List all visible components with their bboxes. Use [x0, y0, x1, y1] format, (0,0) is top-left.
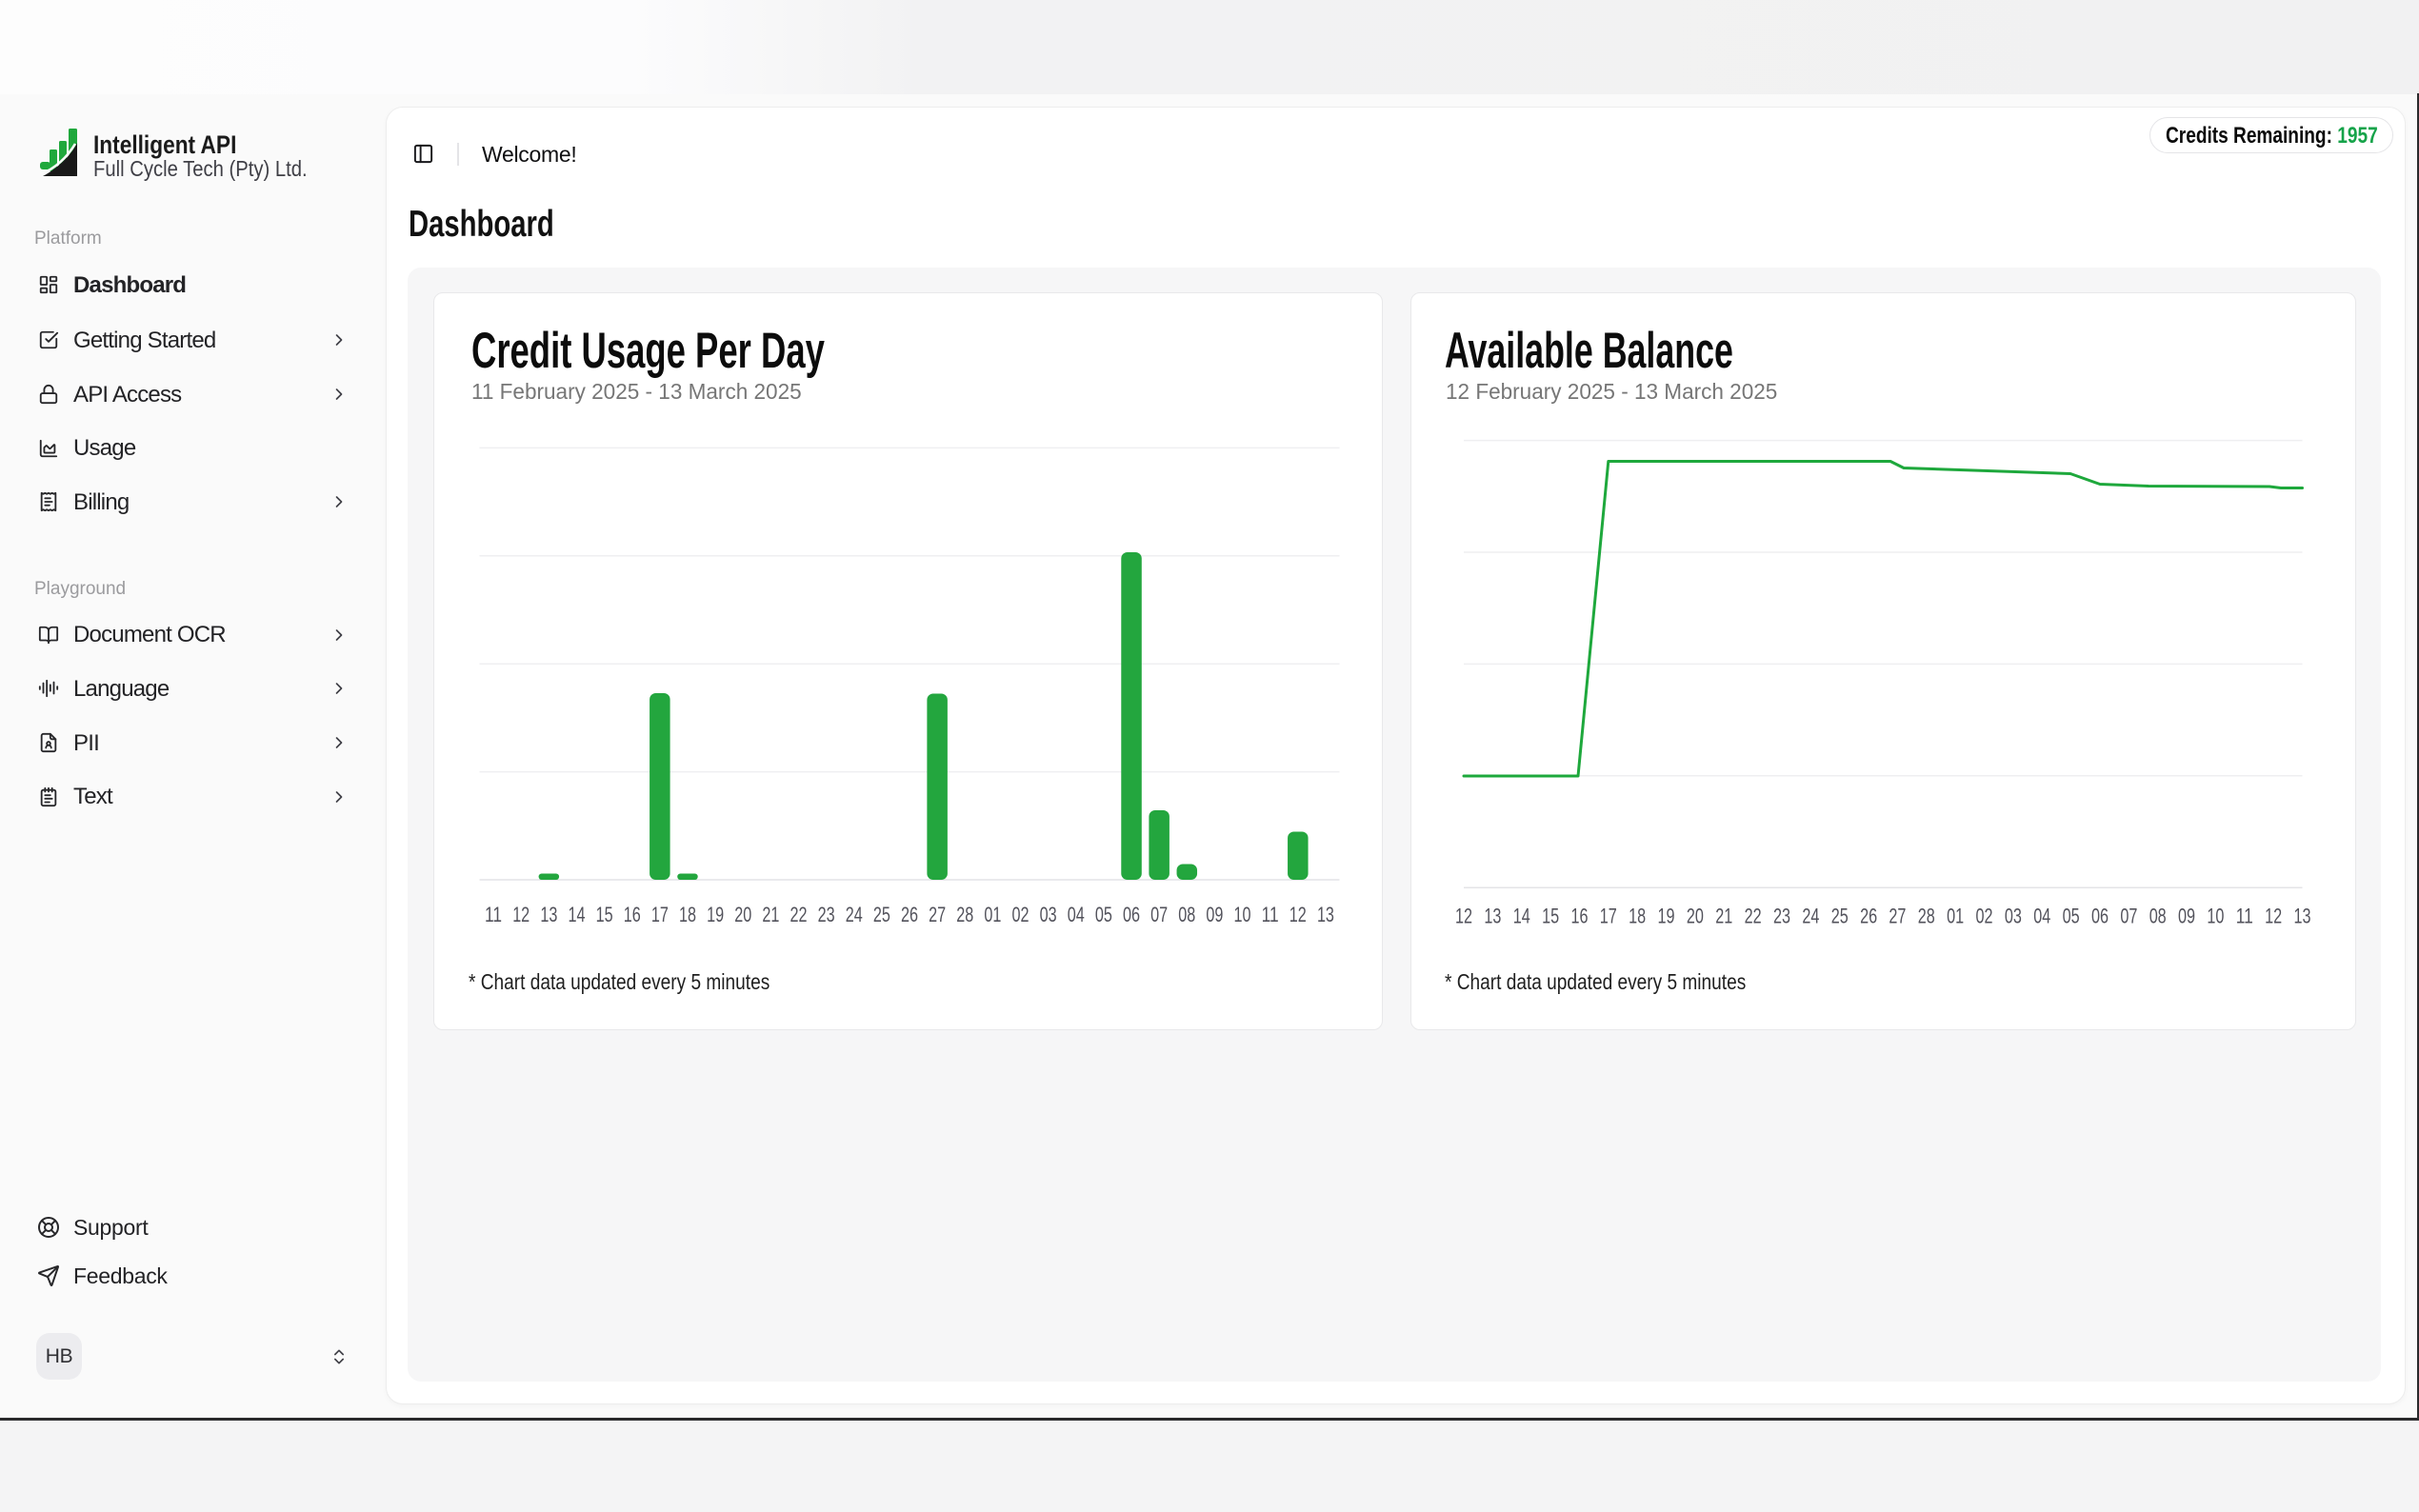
svg-text:03: 03: [2005, 904, 2022, 927]
svg-text:08: 08: [1178, 903, 1195, 926]
svg-text:09: 09: [2178, 904, 2195, 927]
svg-text:04: 04: [2033, 904, 2050, 927]
svg-text:12: 12: [1455, 904, 1472, 927]
svg-text:17: 17: [1600, 904, 1617, 927]
svg-text:07: 07: [2120, 904, 2137, 927]
svg-text:27: 27: [1889, 904, 1906, 927]
svg-text:26: 26: [901, 903, 918, 926]
svg-text:16: 16: [624, 903, 641, 926]
svg-text:13: 13: [2294, 904, 2311, 927]
svg-text:02: 02: [1012, 903, 1030, 926]
svg-text:10: 10: [1234, 903, 1251, 926]
svg-text:28: 28: [1918, 904, 1935, 927]
svg-text:19: 19: [1658, 904, 1675, 927]
svg-text:11: 11: [1262, 903, 1279, 926]
svg-text:05: 05: [2063, 904, 2080, 927]
svg-text:21: 21: [762, 903, 779, 926]
svg-text:25: 25: [1831, 904, 1849, 927]
svg-text:13: 13: [1317, 903, 1334, 926]
svg-text:08: 08: [2149, 904, 2167, 927]
svg-text:13: 13: [540, 903, 557, 926]
svg-text:28: 28: [956, 903, 973, 926]
svg-text:26: 26: [1860, 904, 1877, 927]
svg-text:11: 11: [485, 903, 502, 926]
svg-text:22: 22: [1745, 904, 1762, 927]
svg-text:21: 21: [1715, 904, 1732, 927]
svg-text:13: 13: [1484, 904, 1501, 927]
svg-text:04: 04: [1068, 903, 1085, 926]
svg-text:17: 17: [651, 903, 669, 926]
svg-text:14: 14: [568, 903, 585, 926]
svg-text:14: 14: [1513, 904, 1530, 927]
svg-text:01: 01: [984, 903, 1001, 926]
svg-text:24: 24: [846, 903, 863, 926]
svg-text:24: 24: [1802, 904, 1819, 927]
svg-text:02: 02: [1976, 904, 1993, 927]
svg-text:27: 27: [929, 903, 946, 926]
svg-text:01: 01: [1947, 904, 1964, 927]
svg-text:06: 06: [1123, 903, 1140, 926]
svg-text:07: 07: [1150, 903, 1168, 926]
svg-text:12: 12: [1289, 903, 1307, 926]
svg-text:18: 18: [679, 903, 696, 926]
svg-text:11: 11: [2236, 904, 2253, 927]
svg-text:23: 23: [1773, 904, 1790, 927]
svg-text:16: 16: [1570, 904, 1588, 927]
svg-text:09: 09: [1206, 903, 1223, 926]
svg-text:06: 06: [2091, 904, 2109, 927]
svg-text:19: 19: [707, 903, 724, 926]
svg-text:23: 23: [818, 903, 835, 926]
svg-text:12: 12: [512, 903, 530, 926]
svg-text:05: 05: [1095, 903, 1112, 926]
svg-text:15: 15: [1542, 904, 1559, 927]
svg-text:12: 12: [2265, 904, 2282, 927]
svg-text:20: 20: [734, 903, 751, 926]
svg-text:25: 25: [873, 903, 890, 926]
svg-text:18: 18: [1629, 904, 1646, 927]
svg-text:15: 15: [596, 903, 613, 926]
svg-text:03: 03: [1040, 903, 1057, 926]
svg-text:20: 20: [1687, 904, 1704, 927]
svg-text:22: 22: [790, 903, 807, 926]
svg-text:10: 10: [2207, 904, 2224, 927]
